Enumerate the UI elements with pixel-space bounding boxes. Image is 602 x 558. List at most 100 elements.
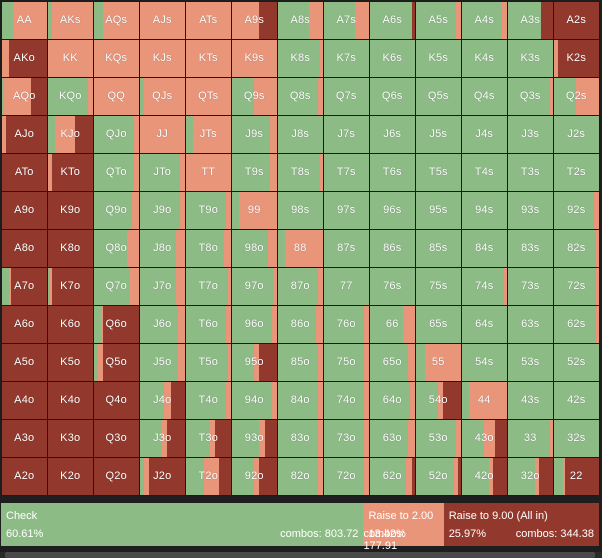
hand-cell[interactable]: J6o	[139, 305, 186, 344]
hand-cell[interactable]: K8s	[277, 39, 324, 78]
hand-cell[interactable]: 84s	[461, 229, 508, 268]
hand-cell[interactable]: 65s	[415, 305, 462, 344]
hand-cell[interactable]: TT	[185, 153, 232, 192]
hand-cell[interactable]: T3s	[507, 153, 554, 192]
hand-cell[interactable]: J7s	[323, 115, 370, 154]
hand-cell[interactable]: 85o	[277, 343, 324, 382]
hand-cell[interactable]: 32o	[507, 457, 554, 496]
hand-cell[interactable]: J8o	[139, 229, 186, 268]
hand-cell[interactable]: 76o	[323, 305, 370, 344]
hand-cell[interactable]: 93o	[231, 419, 278, 458]
hand-cell[interactable]: KJs	[139, 39, 186, 78]
hand-cell[interactable]: A7o	[1, 267, 48, 306]
hand-cell[interactable]: 53s	[507, 343, 554, 382]
hand-cell[interactable]: T7o	[185, 267, 232, 306]
hand-cell[interactable]: J4s	[461, 115, 508, 154]
hand-cell[interactable]: 83o	[277, 419, 324, 458]
hand-cell[interactable]: 64o	[369, 381, 416, 420]
hand-cell[interactable]: A6s	[369, 1, 416, 40]
hand-cell[interactable]: A4s	[461, 1, 508, 40]
hand-cell[interactable]: 82o	[277, 457, 324, 496]
hand-cell[interactable]: J2s	[553, 115, 600, 154]
hand-cell[interactable]: AJs	[139, 1, 186, 40]
hand-cell[interactable]: K2o	[47, 457, 94, 496]
hand-cell[interactable]: KJo	[47, 115, 94, 154]
hand-cell[interactable]: QTs	[185, 77, 232, 116]
hand-cell[interactable]: QJs	[139, 77, 186, 116]
hand-cell[interactable]: AA	[1, 1, 48, 40]
hand-cell[interactable]: 64s	[461, 305, 508, 344]
hand-cell[interactable]: 97o	[231, 267, 278, 306]
hand-cell[interactable]: 52o	[415, 457, 462, 496]
hand-cell[interactable]: KTo	[47, 153, 94, 192]
hand-cell[interactable]: 75s	[415, 267, 462, 306]
hand-cell[interactable]: A7s	[323, 1, 370, 40]
hand-cell[interactable]: J4o	[139, 381, 186, 420]
hand-cell[interactable]: K6o	[47, 305, 94, 344]
hand-cell[interactable]: 92s	[553, 191, 600, 230]
hand-cell[interactable]: K5s	[415, 39, 462, 78]
hand-cell[interactable]: T4s	[461, 153, 508, 192]
hand-cell[interactable]: J9s	[231, 115, 278, 154]
hand-cell[interactable]: 86s	[369, 229, 416, 268]
hand-cell[interactable]: K7s	[323, 39, 370, 78]
hand-cell[interactable]: 87s	[323, 229, 370, 268]
hand-cell[interactable]: K9o	[47, 191, 94, 230]
hand-cell[interactable]: A8o	[1, 229, 48, 268]
bottom-scrollbar[interactable]	[0, 552, 602, 558]
hand-cell[interactable]: 82s	[553, 229, 600, 268]
hand-cell[interactable]: AQo	[1, 77, 48, 116]
hand-cell[interactable]: Q3o	[93, 419, 140, 458]
hand-cell[interactable]: 63s	[507, 305, 554, 344]
hand-cell[interactable]: 22	[553, 457, 600, 496]
hand-cell[interactable]: T2o	[185, 457, 232, 496]
hand-cell[interactable]: Q5o	[93, 343, 140, 382]
hand-cell[interactable]: 43o	[461, 419, 508, 458]
hand-cell[interactable]: 44	[461, 381, 508, 420]
hand-cell[interactable]: 72s	[553, 267, 600, 306]
hand-cell[interactable]: 74s	[461, 267, 508, 306]
hand-cell[interactable]: Q5s	[415, 77, 462, 116]
hand-cell[interactable]: K3s	[507, 39, 554, 78]
hand-cell[interactable]: KQo	[47, 77, 94, 116]
hand-cell[interactable]: A2s	[553, 1, 600, 40]
hand-cell[interactable]: QJo	[93, 115, 140, 154]
hand-cell[interactable]: T6s	[369, 153, 416, 192]
hand-cell[interactable]: Q2o	[93, 457, 140, 496]
hand-cell[interactable]: J3s	[507, 115, 554, 154]
hand-cell[interactable]: A4o	[1, 381, 48, 420]
hand-cell[interactable]: 98s	[277, 191, 324, 230]
hand-cell[interactable]: T2s	[553, 153, 600, 192]
hand-cell[interactable]: K3o	[47, 419, 94, 458]
action-raise-allin[interactable]: Raise to 9.00 (All in) 25.97% combos: 34…	[443, 503, 599, 546]
hand-cell[interactable]: 94o	[231, 381, 278, 420]
hand-cell[interactable]: 94s	[461, 191, 508, 230]
hand-cell[interactable]: T7s	[323, 153, 370, 192]
hand-cell[interactable]: 43s	[507, 381, 554, 420]
hand-cell[interactable]: AKs	[47, 1, 94, 40]
hand-cell[interactable]: AQs	[93, 1, 140, 40]
hand-cell[interactable]: K9s	[231, 39, 278, 78]
hand-cell[interactable]: J8s	[277, 115, 324, 154]
hand-cell[interactable]: T3o	[185, 419, 232, 458]
hand-cell[interactable]: A2o	[1, 457, 48, 496]
hand-cell[interactable]: Q7o	[93, 267, 140, 306]
hand-cell[interactable]: A3o	[1, 419, 48, 458]
hand-cell[interactable]: T5s	[415, 153, 462, 192]
hand-cell[interactable]: 63o	[369, 419, 416, 458]
hand-cell[interactable]: A9o	[1, 191, 48, 230]
hand-cell[interactable]: ATo	[1, 153, 48, 192]
hand-cell[interactable]: 52s	[553, 343, 600, 382]
hand-cell[interactable]: Q8s	[277, 77, 324, 116]
hand-cell[interactable]: 92o	[231, 457, 278, 496]
hand-cell[interactable]: 86o	[277, 305, 324, 344]
hand-cell[interactable]: 72o	[323, 457, 370, 496]
hand-cell[interactable]: 32s	[553, 419, 600, 458]
hand-cell[interactable]: A3s	[507, 1, 554, 40]
hand-cell[interactable]: 62s	[553, 305, 600, 344]
hand-cell[interactable]: KTs	[185, 39, 232, 78]
hand-cell[interactable]: T9o	[185, 191, 232, 230]
hand-cell[interactable]: 88	[277, 229, 324, 268]
hand-cell[interactable]: 95s	[415, 191, 462, 230]
hand-cell[interactable]: JTs	[185, 115, 232, 154]
